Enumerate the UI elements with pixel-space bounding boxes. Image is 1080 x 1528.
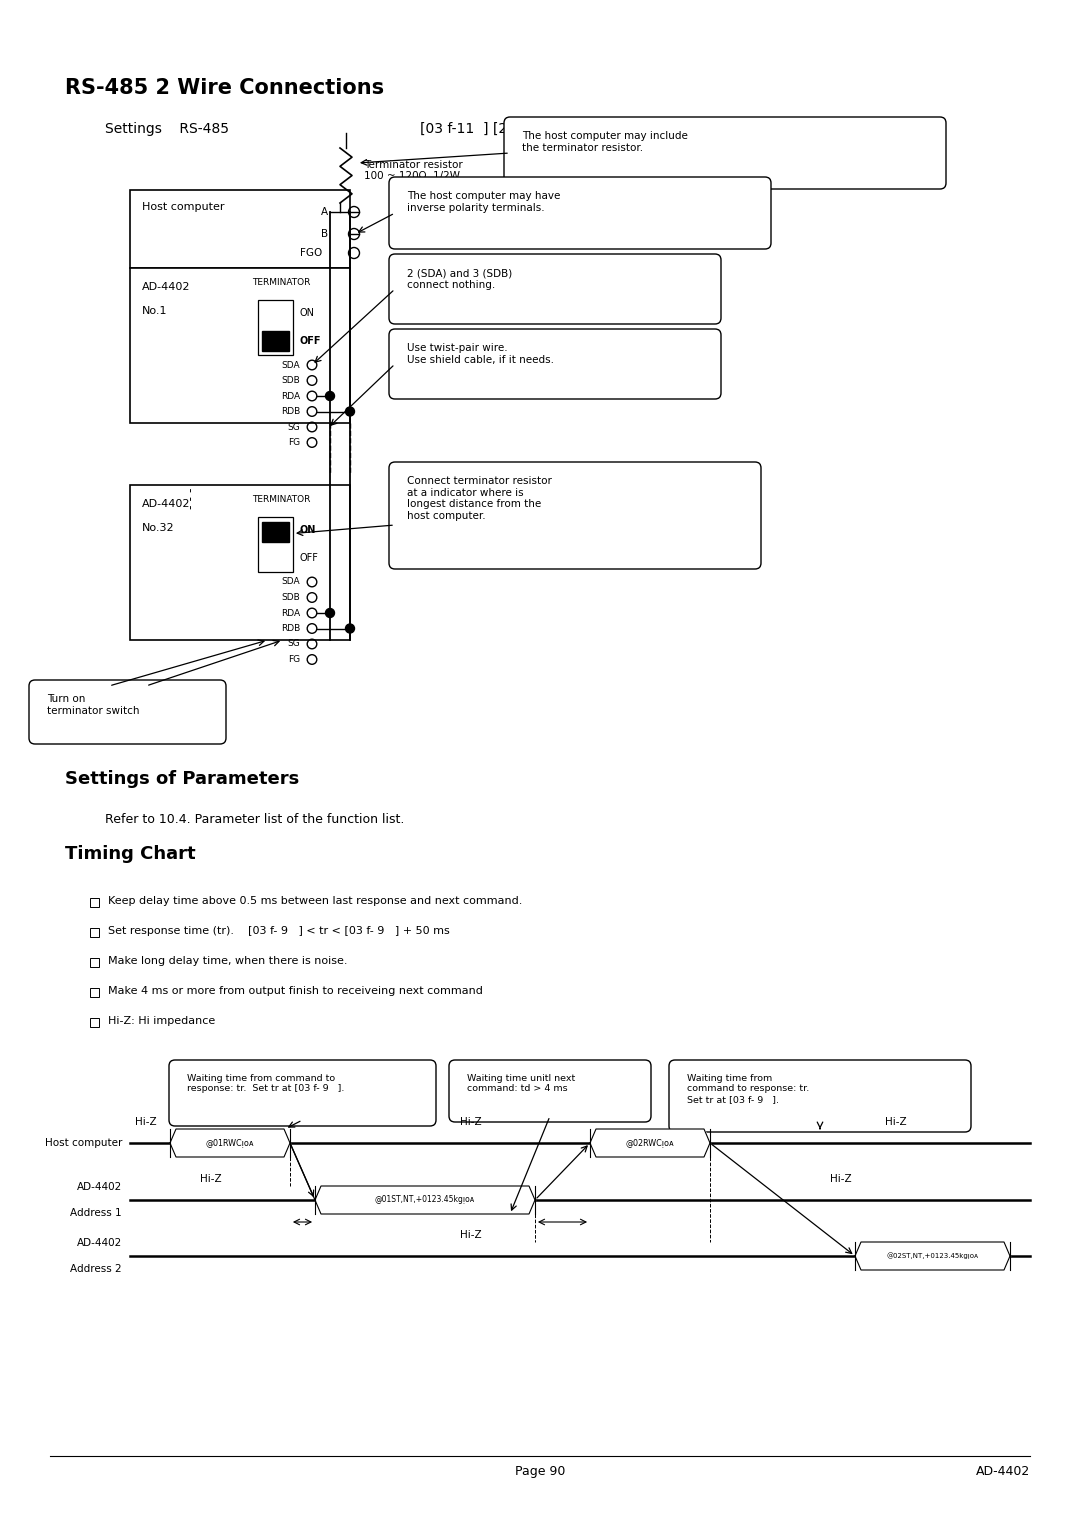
Text: Hi-Z: Hi-Z [460, 1230, 482, 1241]
Text: 2 (SDA) and 3 (SDB)
connect nothing.: 2 (SDA) and 3 (SDB) connect nothing. [407, 267, 512, 290]
Text: - - -: - - - [185, 487, 198, 509]
Text: AD-4402: AD-4402 [77, 1238, 122, 1248]
Text: ON: ON [299, 309, 314, 318]
Bar [90, 927, 98, 937]
FancyBboxPatch shape [389, 461, 761, 568]
Circle shape [325, 391, 335, 400]
FancyBboxPatch shape [389, 254, 721, 324]
Text: Host computer: Host computer [44, 1138, 122, 1148]
Text: Address 2: Address 2 [70, 1264, 122, 1274]
Circle shape [346, 406, 354, 416]
Bar [90, 958, 98, 967]
Text: Settings    RS-485: Settings RS-485 [105, 122, 229, 136]
Text: B: B [321, 229, 328, 238]
Bar [258, 516, 293, 571]
FancyBboxPatch shape [29, 680, 226, 744]
Bar [262, 332, 289, 351]
FancyBboxPatch shape [669, 1060, 971, 1132]
Text: Host computer: Host computer [141, 202, 225, 212]
Text: A: A [321, 206, 328, 217]
Text: Terminator resistor
100 ~ 120Ω  1/2W: Terminator resistor 100 ~ 120Ω 1/2W [364, 160, 462, 182]
Text: SDA: SDA [282, 361, 300, 370]
Text: AD-4402: AD-4402 [141, 283, 190, 292]
Text: Make long delay time, when there is noise.: Make long delay time, when there is nois… [108, 957, 348, 966]
Circle shape [346, 623, 354, 633]
Text: @02RWCᴉᴏᴀ: @02RWCᴉᴏᴀ [625, 1138, 674, 1148]
Text: Settings of Parameters: Settings of Parameters [65, 770, 299, 788]
Text: SDA: SDA [282, 578, 300, 587]
Text: Waiting time unitl next
command: td > 4 ms: Waiting time unitl next command: td > 4 … [467, 1074, 576, 1094]
Text: ON: ON [299, 526, 315, 535]
Text: @02ST,NT,+0123.45kgᴉᴏᴀ: @02ST,NT,+0123.45kgᴉᴏᴀ [887, 1253, 978, 1259]
Text: The host computer may have
inverse polarity terminals.: The host computer may have inverse polar… [407, 191, 561, 212]
Text: RDB: RDB [281, 623, 300, 633]
Text: RDA: RDA [281, 391, 300, 400]
Text: RDB: RDB [281, 406, 300, 416]
Text: Timing Chart: Timing Chart [65, 845, 195, 863]
Text: The host computer may include
the terminator resistor.: The host computer may include the termin… [522, 131, 688, 153]
FancyBboxPatch shape [389, 329, 721, 399]
FancyBboxPatch shape [449, 1060, 651, 1122]
Text: Use twist-pair wire.
Use shield cable, if it needs.: Use twist-pair wire. Use shield cable, i… [407, 342, 554, 365]
Text: Waiting time from command to
response: tr.  Set tr at [03 f- 9   ].: Waiting time from command to response: t… [187, 1074, 345, 1094]
Text: AD-4402: AD-4402 [141, 500, 190, 509]
FancyBboxPatch shape [389, 177, 771, 249]
Bar [130, 189, 350, 267]
Text: OFF: OFF [299, 336, 321, 345]
Bar [130, 267, 350, 423]
Text: FG: FG [288, 439, 300, 448]
Text: @01RWCᴉᴏᴀ: @01RWCᴉᴏᴀ [205, 1138, 254, 1148]
Text: TERMINATOR: TERMINATOR [252, 495, 310, 504]
Text: Make 4 ms or more from output finish to receiveing next command: Make 4 ms or more from output finish to … [108, 986, 483, 996]
Text: SG: SG [287, 423, 300, 431]
Bar [130, 484, 350, 640]
FancyBboxPatch shape [168, 1060, 436, 1126]
Text: RS-485 2 Wire Connections: RS-485 2 Wire Connections [65, 78, 384, 98]
Text: FGO: FGO [300, 248, 322, 258]
Bar [90, 989, 98, 996]
Text: Hi-Z: Hi-Z [200, 1174, 221, 1184]
Text: @01ST,NT,+0123.45kgᴉᴏᴀ: @01ST,NT,+0123.45kgᴉᴏᴀ [375, 1195, 475, 1204]
Bar [262, 523, 289, 542]
Text: No.1: No.1 [141, 306, 167, 316]
Text: Hi-Z: Hi-Z [831, 1174, 852, 1184]
Text: Hi-Z: Hi impedance: Hi-Z: Hi impedance [108, 1016, 215, 1025]
Text: Waiting time from
command to response: tr.
Set tr at [03 f- 9   ].: Waiting time from command to response: t… [687, 1074, 809, 1103]
Text: Hi-Z: Hi-Z [885, 1117, 906, 1128]
Bar [90, 898, 98, 906]
Text: AD-4402: AD-4402 [975, 1465, 1030, 1478]
FancyBboxPatch shape [504, 118, 946, 189]
Text: Connect terminator resistor
at a indicator where is
longest distance from the
ho: Connect terminator resistor at a indicat… [407, 477, 552, 521]
Text: Turn on
terminator switch: Turn on terminator switch [48, 694, 139, 715]
Text: [03 f-11  ] [2]: [03 f-11 ] [2] [420, 122, 513, 136]
Text: Keep delay time above 0.5 ms between last response and next command.: Keep delay time above 0.5 ms between las… [108, 895, 523, 906]
Bar [258, 299, 293, 354]
Text: Refer to 10.4. Parameter list of the function list.: Refer to 10.4. Parameter list of the fun… [105, 813, 404, 827]
Text: No.32: No.32 [141, 523, 175, 533]
Text: TERMINATOR: TERMINATOR [252, 278, 310, 287]
Text: Set response time (tr).    [03 f- 9   ] < tr < [03 f- 9   ] + 50 ms: Set response time (tr). [03 f- 9 ] < tr … [108, 926, 449, 937]
Text: SG: SG [287, 640, 300, 648]
Text: Hi-Z: Hi-Z [460, 1117, 482, 1128]
Text: AD-4402: AD-4402 [77, 1183, 122, 1192]
Text: SDB: SDB [281, 593, 300, 602]
Text: Page 90: Page 90 [515, 1465, 565, 1478]
Text: RDA: RDA [281, 608, 300, 617]
Text: SDB: SDB [281, 376, 300, 385]
Text: Address 1: Address 1 [70, 1209, 122, 1218]
Bar [90, 1018, 98, 1027]
Circle shape [325, 608, 335, 617]
Text: FG: FG [288, 656, 300, 665]
Text: Hi-Z: Hi-Z [135, 1117, 157, 1128]
Text: OFF: OFF [299, 553, 318, 562]
